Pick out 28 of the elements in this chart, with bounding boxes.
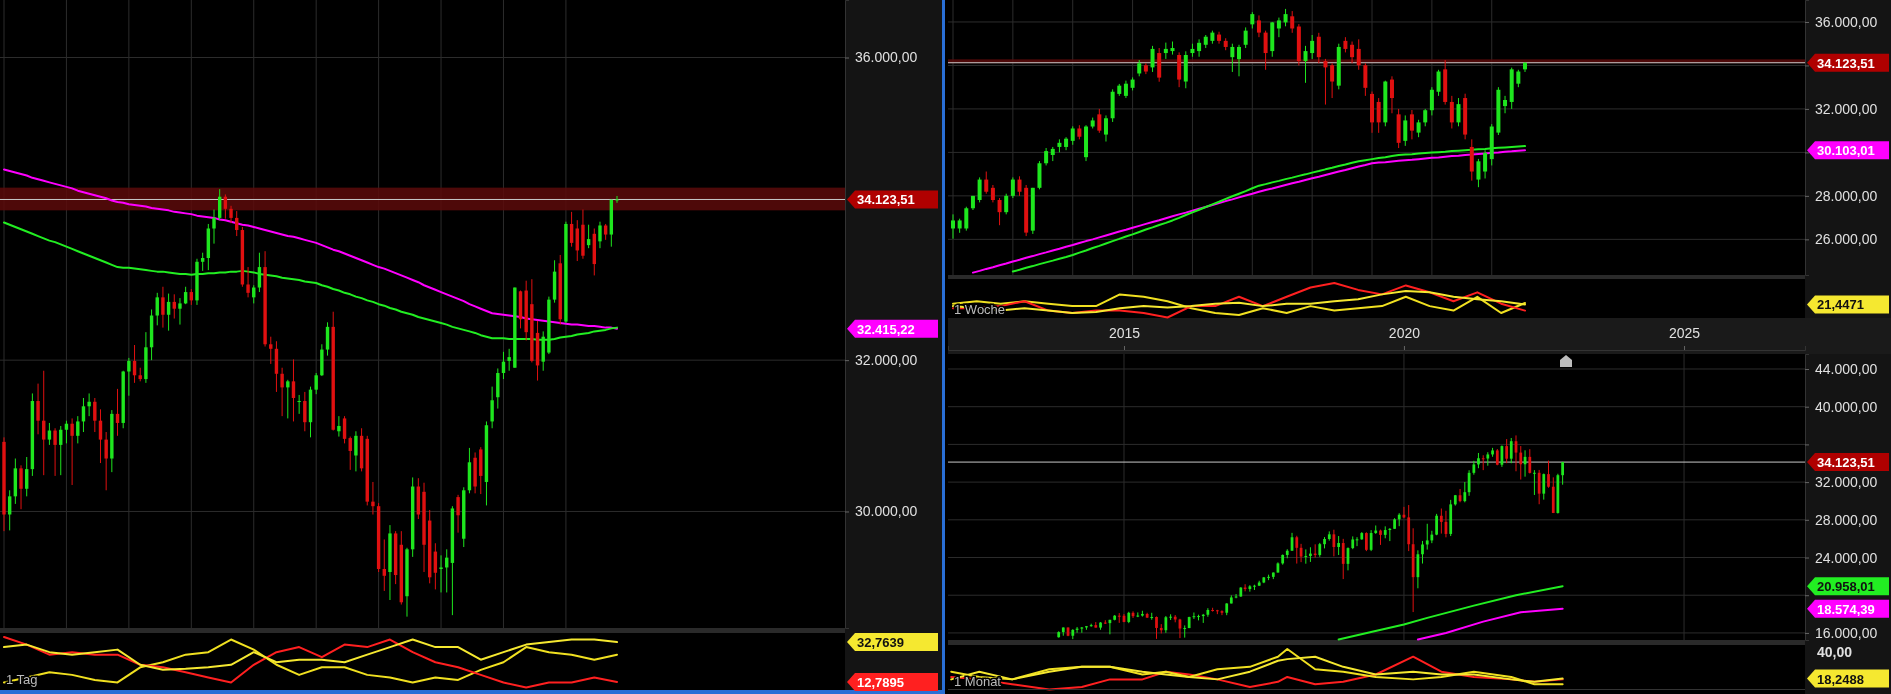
y-tick-label: 44.000,00	[1815, 360, 1878, 377]
y-tick-label: 32.000,00	[1815, 474, 1878, 491]
y-tick-label: 26.000,00	[1815, 231, 1878, 248]
y-tick-label: 16.000,00	[1815, 624, 1878, 641]
text: 20.958,01	[1817, 579, 1875, 595]
text: 18.574,39	[1817, 601, 1875, 617]
text: 18,2488	[1817, 671, 1864, 687]
ref-line-label: 34.123,51	[1817, 55, 1875, 71]
text: 12,7895	[857, 674, 904, 690]
y-tick-label: 36.000,00	[855, 49, 918, 66]
text: 32.415,22	[857, 321, 915, 337]
x-tick-label: 2020	[1388, 325, 1421, 341]
ref-line-label: 34.123,51	[857, 192, 915, 208]
y-tick-label: 30.000,00	[855, 503, 918, 520]
text: 30.103,01	[1817, 143, 1875, 159]
y-axis-title: 40,00	[1817, 644, 1853, 660]
text: 32,7639	[857, 635, 904, 651]
text: 21,4471	[1817, 297, 1864, 313]
x-tick-label: 2015	[1108, 325, 1141, 341]
y-tick-label: 32.000,00	[1815, 100, 1878, 117]
y-tick-label: 36.000,00	[1815, 13, 1878, 30]
y-tick-label: 28.000,00	[1815, 511, 1878, 528]
x-tick-label: 2025	[1668, 325, 1701, 341]
y-tick-label: 28.000,00	[1815, 187, 1878, 204]
y-tick-label: 24.000,00	[1815, 549, 1878, 566]
ref-line-label: 34.123,51	[1817, 455, 1875, 471]
y-tick-label: 32.000,00	[855, 352, 918, 369]
y-tick-label: 40.000,00	[1815, 398, 1878, 415]
